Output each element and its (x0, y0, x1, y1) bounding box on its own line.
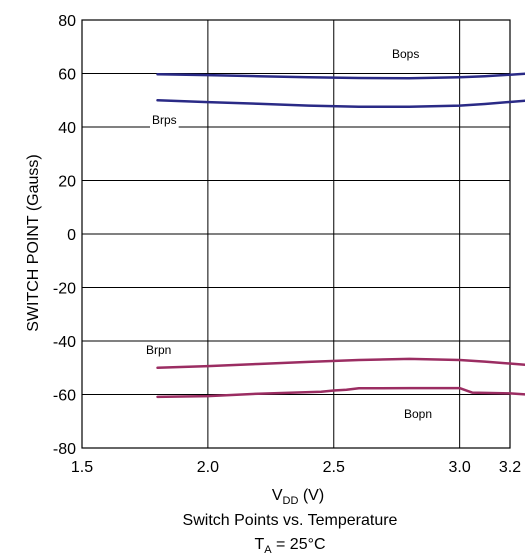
y-tick-label: 60 (58, 67, 76, 84)
series-label-bopn: Bopn (404, 407, 432, 421)
y-tick-label: 40 (58, 120, 76, 137)
series-label-background (390, 46, 422, 62)
plot-frame (81, 19, 511, 449)
y-axis-title: SWITCH POINT (Gauss) (25, 154, 42, 332)
series-line-bopn (156, 386, 525, 399)
series-label-background (402, 406, 435, 422)
series-line-brps (156, 99, 525, 108)
caption-line-2-suffix: = 25°C (272, 536, 326, 553)
series-lines (156, 72, 525, 399)
caption-line-2: TA = 25°C (254, 536, 325, 556)
y-tick-label: -20 (53, 281, 76, 298)
x-tick-label: 1.5 (71, 459, 93, 476)
x-tick-labels: 1.5 2.0 2.5 3.0 3.2 (71, 459, 521, 476)
x-tick-label: 2.0 (197, 459, 219, 476)
y-tick-label: 0 (67, 227, 76, 244)
series-line-bops (156, 72, 525, 80)
y-tick-label: 80 (58, 13, 76, 30)
x-axis-title-sub: DD (283, 495, 299, 507)
x-tick-label: 3.2 (499, 459, 521, 476)
caption-line-2-sub: A (264, 544, 272, 556)
y-tick-label: 20 (58, 174, 76, 191)
series-label-background (144, 342, 174, 358)
x-axis-title-main: V (272, 487, 283, 504)
x-axis-title: VDD (V) (272, 487, 324, 507)
series-label-brpn: Brpn (146, 343, 171, 357)
gridlines (82, 20, 510, 448)
x-tick-label: 2.5 (323, 459, 345, 476)
y-tick-label: -40 (53, 334, 76, 351)
series-label-background (150, 112, 179, 128)
series-line-brpn (156, 357, 525, 370)
series-label-brps: Brps (152, 113, 177, 127)
caption-line-1: Switch Points vs. Temperature (183, 512, 398, 529)
caption-line-2-main: T (254, 536, 264, 553)
y-tick-labels: 80 60 40 20 0 -20 -40 -60 -80 (53, 13, 76, 458)
x-axis-title-suffix: (V) (298, 487, 324, 504)
x-tick-label: 3.0 (449, 459, 471, 476)
series-label-bops: Bops (392, 47, 419, 61)
y-tick-label: -80 (53, 441, 76, 458)
y-tick-label: -60 (53, 388, 76, 405)
